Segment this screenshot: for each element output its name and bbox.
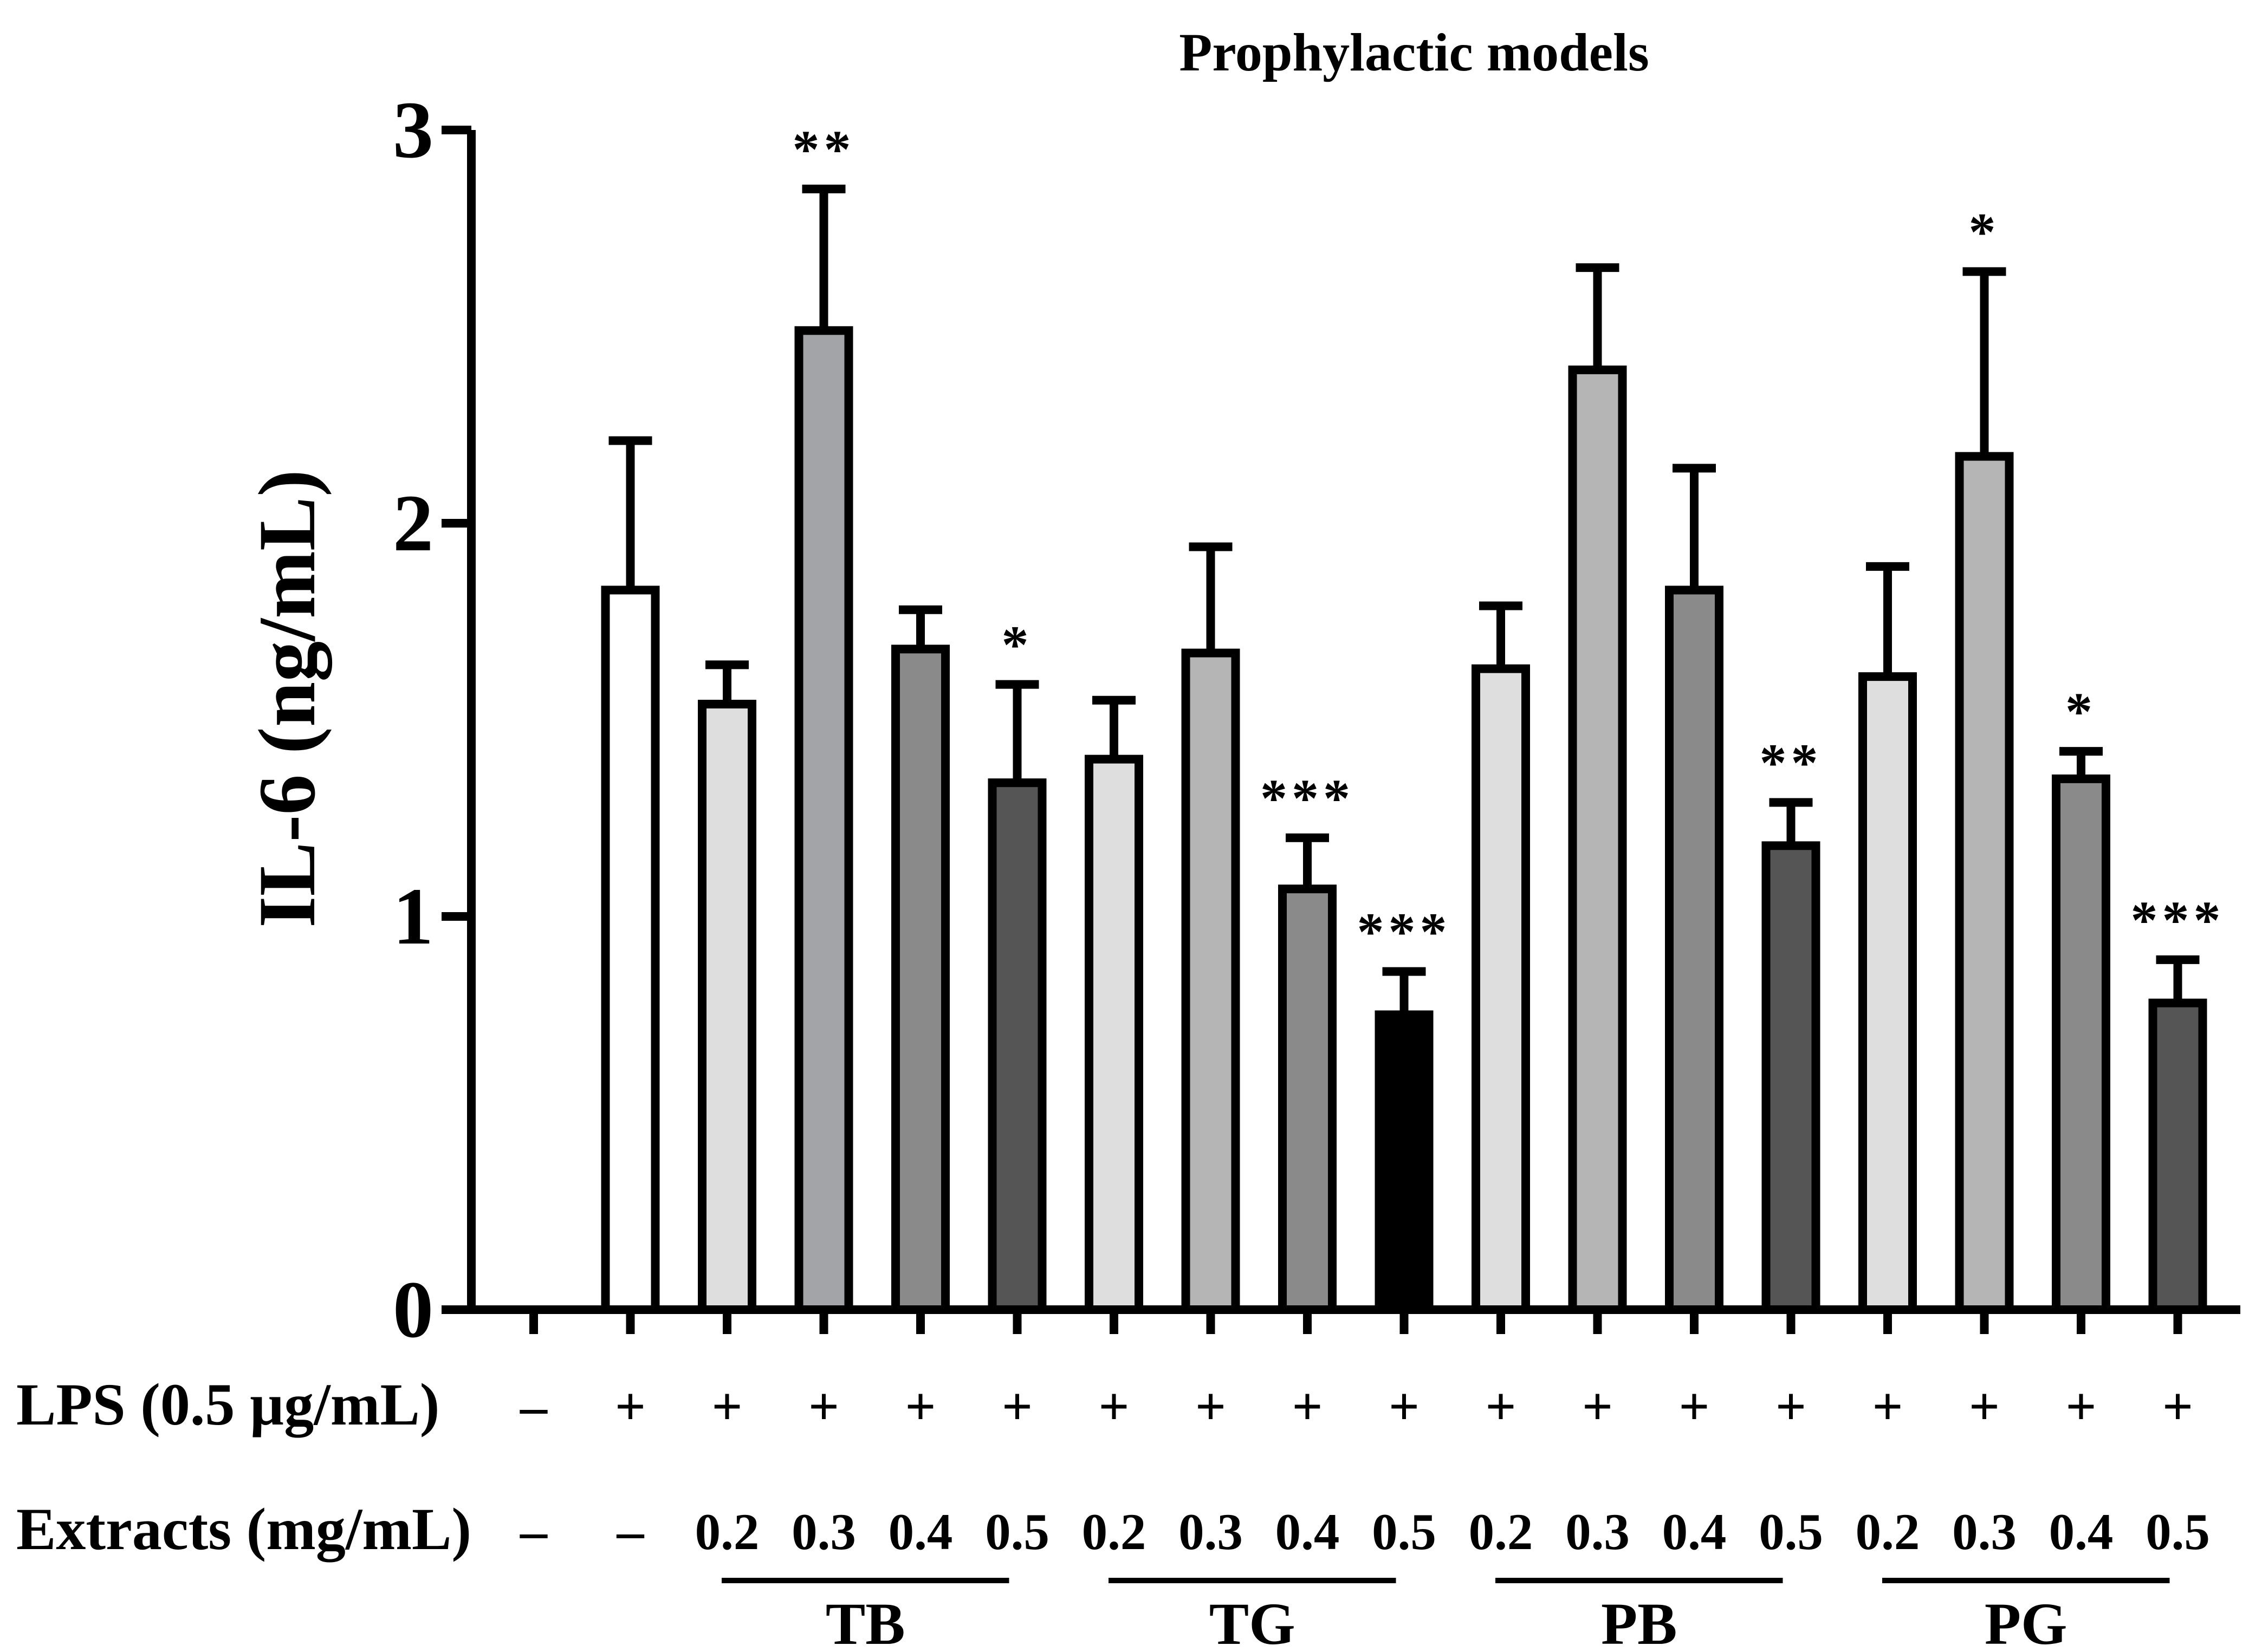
y-axis-label: IL-6 (ng/mL) — [242, 470, 332, 928]
significance-label: ** — [793, 119, 855, 179]
significance-label: * — [1002, 615, 1033, 675]
bar — [1278, 884, 1337, 1315]
extract-concentration: 0.3 — [792, 1503, 856, 1560]
significance-label: *** — [2131, 890, 2225, 950]
significance-label: *** — [1357, 902, 1451, 962]
lps-value: – — [520, 1376, 548, 1436]
bar — [988, 778, 1047, 1315]
lps-value: + — [1195, 1376, 1226, 1436]
plot-area: 0123––+–+0.2**+0.3+0.4*+0.5+0.2+0.3***+0… — [393, 85, 2240, 1652]
bar — [1375, 1010, 1434, 1314]
extract-concentration: 0.4 — [1275, 1503, 1340, 1560]
lps-value: + — [1582, 1376, 1613, 1436]
lps-value: + — [1292, 1376, 1323, 1436]
extract-concentration: 0.4 — [1662, 1503, 1727, 1560]
group-label: TG — [1209, 1591, 1295, 1652]
bar — [1761, 841, 1820, 1314]
bar — [2148, 998, 2207, 1314]
extract-concentration: 0.4 — [2049, 1503, 2114, 1560]
extract-concentration: 0.2 — [1469, 1503, 1533, 1560]
significance-label: *** — [1260, 768, 1354, 828]
extract-concentration: 0.5 — [1372, 1503, 1436, 1560]
lps-value: + — [1099, 1376, 1130, 1436]
bar — [891, 645, 950, 1314]
lps-value: + — [1872, 1376, 1903, 1436]
bar — [1568, 365, 1627, 1314]
lps-value: + — [1775, 1376, 1806, 1436]
bar — [794, 326, 853, 1314]
bar — [1955, 452, 2014, 1315]
extract-concentration: 0.3 — [1952, 1503, 2017, 1560]
extract-concentration: 0.3 — [1565, 1503, 1630, 1560]
lps-value: + — [808, 1376, 839, 1436]
y-tick-label: 0 — [393, 1265, 433, 1355]
lps-value: + — [1389, 1376, 1420, 1436]
group-label: TB — [826, 1591, 905, 1652]
lps-value: + — [905, 1376, 936, 1436]
extract-concentration: 0.5 — [1759, 1503, 1823, 1560]
group-label: PG — [1985, 1591, 2067, 1652]
bar — [1858, 672, 1917, 1314]
lps-value: + — [2162, 1376, 2193, 1436]
lps-value: + — [1679, 1376, 1710, 1436]
extract-concentration: 0.2 — [695, 1503, 760, 1560]
bar — [1472, 664, 1530, 1314]
extract-concentration: 0.2 — [1082, 1503, 1146, 1560]
significance-label: ** — [1760, 732, 1823, 792]
extracts-row-label: Extracts (mg/mL) — [16, 1496, 471, 1562]
lps-row-label: LPS (0.5 µg/mL) — [16, 1371, 439, 1438]
lps-value: + — [1486, 1376, 1516, 1436]
extract-concentration: 0.5 — [985, 1503, 1049, 1560]
lps-value: + — [615, 1376, 646, 1436]
group-label: PB — [1601, 1591, 1677, 1652]
chart-title: Prophylactic models — [1179, 22, 1649, 82]
extract-concentration: 0.2 — [1856, 1503, 1920, 1560]
bar — [601, 586, 660, 1314]
lps-value: + — [2066, 1376, 2097, 1436]
y-tick-label: 3 — [393, 85, 433, 175]
extract-concentration: 0.3 — [1178, 1503, 1243, 1560]
bar — [1181, 648, 1240, 1314]
significance-label: * — [2065, 681, 2097, 742]
extract-concentration: 0.4 — [889, 1503, 953, 1560]
extract-concentration: – — [520, 1501, 548, 1561]
y-tick-label: 1 — [393, 871, 433, 961]
lps-value: + — [1969, 1376, 2000, 1436]
bar — [698, 699, 756, 1314]
significance-label: * — [1969, 201, 2000, 262]
lps-value: + — [1002, 1376, 1033, 1436]
extract-concentration: 0.5 — [2146, 1503, 2210, 1560]
extract-concentration: – — [617, 1501, 645, 1561]
y-tick-label: 2 — [393, 478, 433, 568]
lps-value: + — [712, 1376, 743, 1436]
bar — [2052, 774, 2110, 1314]
bar — [1665, 586, 1723, 1314]
bar — [1085, 755, 1143, 1314]
